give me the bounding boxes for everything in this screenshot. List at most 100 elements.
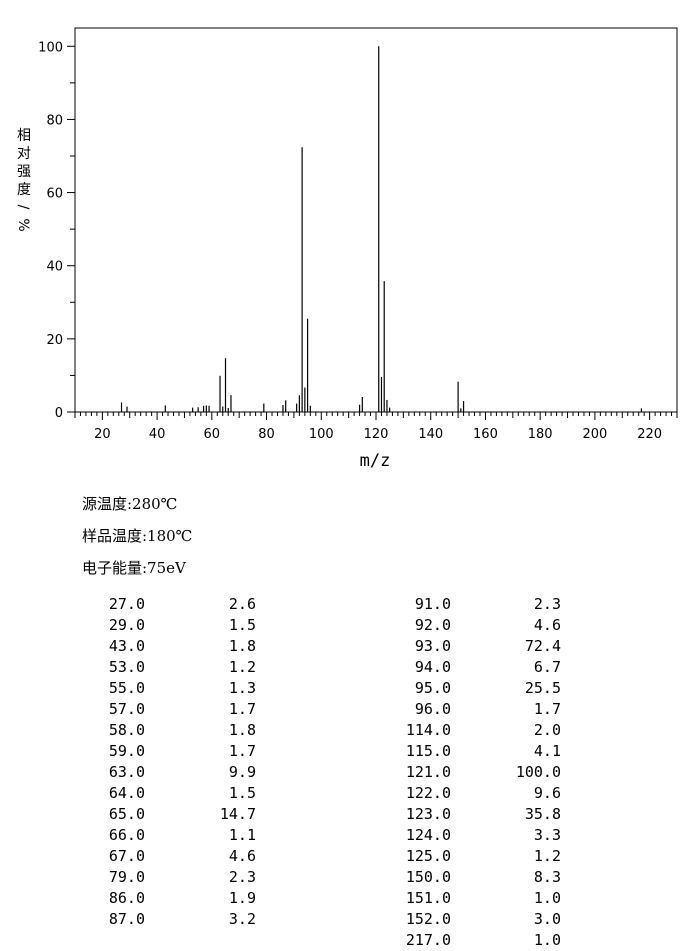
peak-row: 55.0 1.3 95.0 25.5 [60,678,561,699]
peak-intensity: 1.2 [533,847,561,865]
peak-mz [60,930,145,951]
peak-intensity: 2.3 [533,595,561,613]
peak-mz: 150.0 [405,868,451,886]
peak-intensity: 4.6 [533,616,561,634]
x-tick-label: 80 [258,427,275,442]
peak-mz: 94.0 [414,658,451,676]
peak-row: 57.0 1.7 96.0 1.7 [60,699,561,720]
x-tick-label: 200 [582,427,607,442]
peak-mz: 123.0 [405,805,451,823]
peak-table: 27.0 2.6 91.0 2.3 29.0 1.5 92.0 4.6 43.0 1.8 93.0 7… [60,594,561,951]
y-axis-label-glyph: % [15,218,31,231]
peak-mz: 151.0 [405,889,451,907]
x-tick-label: 100 [309,427,334,442]
peak-mz: 59.0 [108,742,145,760]
peak-mz: 125.0 [405,847,451,865]
peak-row: 64.0 1.5 122.0 9.6 [60,783,561,804]
x-tick-label: 180 [528,427,553,442]
y-axis-label: 相对强度 [17,128,31,198]
peak-mz: 57.0 [108,700,145,718]
peak-row: 29.0 1.5 92.0 4.6 [60,615,561,636]
peak-mz: 79.0 [108,868,145,886]
peak-intensity: 1.1 [228,826,256,844]
peak-mz: 217.0 [405,931,451,949]
peak-intensity: 2.0 [533,721,561,739]
peak-intensity: 1.8 [228,637,256,655]
source-temperature: 源温度:280℃ [82,495,178,513]
peak-mz: 152.0 [405,910,451,928]
peak-mz: 66.0 [108,826,145,844]
peak-mz: 53.0 [108,658,145,676]
peak-intensity: 1.7 [533,700,561,718]
peak-mz: 58.0 [108,721,145,739]
peak-mz: 95.0 [414,679,451,697]
peak-intensity: 1.5 [228,616,256,634]
peak-row: 58.0 1.8 114.0 2.0 [60,720,561,741]
sample-temperature: 样品温度:180℃ [82,527,193,545]
y-tick-label: 60 [46,187,63,202]
peak-intensity: 1.9 [228,889,256,907]
peak-mz: 115.0 [405,742,451,760]
peak-mz: 43.0 [108,637,145,655]
peak-mz: 93.0 [414,637,451,655]
peak-mz: 96.0 [414,700,451,718]
peak-row: 67.0 4.6 125.0 1.2 [60,846,561,867]
mass-spectrum-chart: 0 20 40 60 80 100 20 40 60 80 100 120 140 160 180 200 2… [15,27,678,471]
peak-intensity: 9.9 [228,763,256,781]
peak-intensity: 3.3 [533,826,561,844]
y-tick-label: 100 [38,40,63,55]
peak-mz: 87.0 [108,910,145,928]
peak-intensity: 100.0 [515,763,561,781]
peak-row: 59.0 1.7 115.0 4.1 [60,741,561,762]
peak-intensity: 9.6 [533,784,561,802]
peak-mz: 121.0 [405,763,451,781]
peak-mz: 124.0 [405,826,451,844]
peak-intensity: 3.2 [228,910,256,928]
peak-row: 86.0 1.9 151.0 1.0 [60,888,561,909]
x-tick-label: 160 [473,427,498,442]
x-tick-label: 220 [637,427,662,442]
peak-mz: 92.0 [414,616,451,634]
peak-intensity: 14.7 [219,805,256,823]
peak-intensity: 35.8 [524,805,561,823]
peak-row: 63.0 9.9 121.0 100.0 [60,762,561,783]
peak-row: 53.0 1.2 94.0 6.7 [60,657,561,678]
peak-intensity [145,930,256,951]
y-tick-label: 80 [46,113,63,128]
peak-intensity: 4.6 [228,847,256,865]
peak-mz: 27.0 [108,595,145,613]
experiment-conditions: 源温度:280℃ 样品温度:180℃ 电子能量:75eV [82,493,192,589]
peak-mz: 122.0 [405,784,451,802]
peak-mz: 86.0 [108,889,145,907]
x-tick-label: 120 [364,427,389,442]
peak-intensity: 6.7 [533,658,561,676]
y-tick-label: 20 [46,333,63,348]
peak-row: 217.0 1.0 [60,930,561,951]
peak-intensity: 2.3 [228,868,256,886]
peak-intensity: 4.1 [533,742,561,760]
peak-row: 79.0 2.3 150.0 8.3 [60,867,561,888]
x-axis-label: m/z [360,451,391,471]
peak-intensity: 1.3 [228,679,256,697]
y-tick-label: 40 [46,260,63,275]
peak-intensity: 72.4 [524,637,561,655]
peak-intensity: 1.5 [228,784,256,802]
peak-mz: 114.0 [405,721,451,739]
peak-intensity: 1.8 [228,721,256,739]
peak-mz: 63.0 [108,763,145,781]
peak-mz: 67.0 [108,847,145,865]
y-tick-label: 0 [55,406,63,421]
peak-row: 65.0 14.7 123.0 35.8 [60,804,561,825]
electron-energy: 电子能量:75eV [82,559,186,577]
peak-mz: 65.0 [108,805,145,823]
peak-row: 66.0 1.1 124.0 3.3 [60,825,561,846]
peak-mz: 29.0 [108,616,145,634]
peak-row: 43.0 1.8 93.0 72.4 [60,636,561,657]
peak-mz: 64.0 [108,784,145,802]
peak-intensity: 1.0 [533,889,561,907]
x-tick-label: 140 [418,427,443,442]
peak-mz: 91.0 [414,595,451,613]
peak-row: 87.0 3.2 152.0 3.0 [60,909,561,930]
x-tick-label: 60 [204,427,221,442]
plot-frame [74,27,678,413]
